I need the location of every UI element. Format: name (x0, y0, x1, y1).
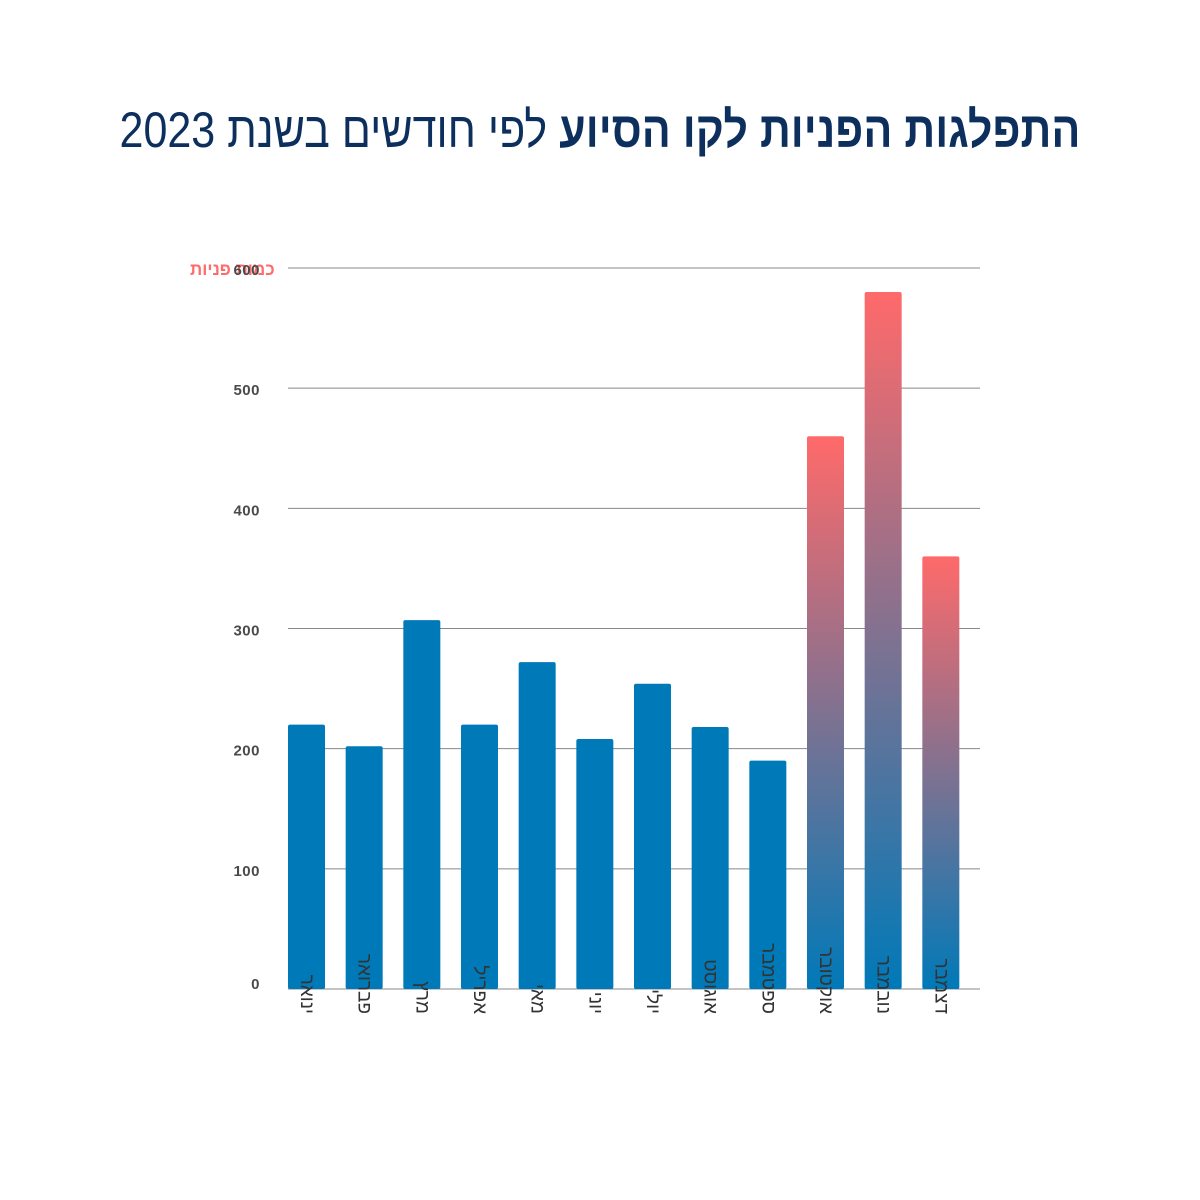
bar-6 (576, 739, 614, 989)
bar-8 (691, 727, 729, 989)
bar-7 (634, 683, 671, 989)
y-axis-label: כמות פניות (190, 260, 275, 279)
y-tick-labels: 0 100 200 300 400 500 600 (233, 262, 260, 993)
title-light: לפי חודשים בשנת 2023 (119, 102, 548, 158)
y-tick-label: 200 (233, 743, 260, 760)
y-tick-label: 0 (251, 976, 260, 993)
x-tick-label: אוגוסט (700, 959, 721, 1014)
y-tick-label: 500 (233, 382, 260, 399)
x-tick-labels: ינואר פברואר מרץ אפריל מאי יוני יולי אוגוסט ספטמ… (296, 943, 951, 1014)
bar-2 (345, 746, 383, 989)
x-tick-label: ספטמבר (757, 943, 778, 1014)
x-tick-label: אפריל (469, 965, 490, 1014)
bar-1 (288, 724, 325, 989)
bar-9 (749, 760, 787, 989)
bar-5 (518, 662, 556, 989)
x-tick-label: פברואר (354, 954, 375, 1014)
y-tick-label: 400 (233, 502, 260, 519)
y-tick-label: 100 (233, 863, 260, 880)
x-tick-label: מרץ (411, 981, 432, 1014)
x-tick-label: ינואר (296, 975, 317, 1014)
x-tick-label: דצמבר (930, 959, 951, 1015)
bars (288, 292, 960, 989)
bar-10 (807, 436, 844, 989)
y-tick-label: 300 (233, 623, 260, 640)
bar-3 (403, 620, 441, 989)
y-tick-label: 600 (233, 262, 260, 279)
bar-4 (461, 724, 498, 989)
x-tick-label: יוני (584, 992, 605, 1014)
x-tick-label: יולי (642, 989, 663, 1014)
x-tick-label: נובמבר (873, 956, 894, 1014)
bar-12 (922, 556, 960, 989)
x-tick-label: מאי (527, 984, 548, 1014)
bar-11 (864, 292, 902, 989)
title-bold: התפלגות הפניות לקו הסיוע (559, 102, 1081, 158)
x-tick-label: אוקטובר (815, 947, 836, 1014)
page-title: התפלגות הפניות לקו הסיוע לפי חודשים בשנת… (84, 98, 1116, 162)
